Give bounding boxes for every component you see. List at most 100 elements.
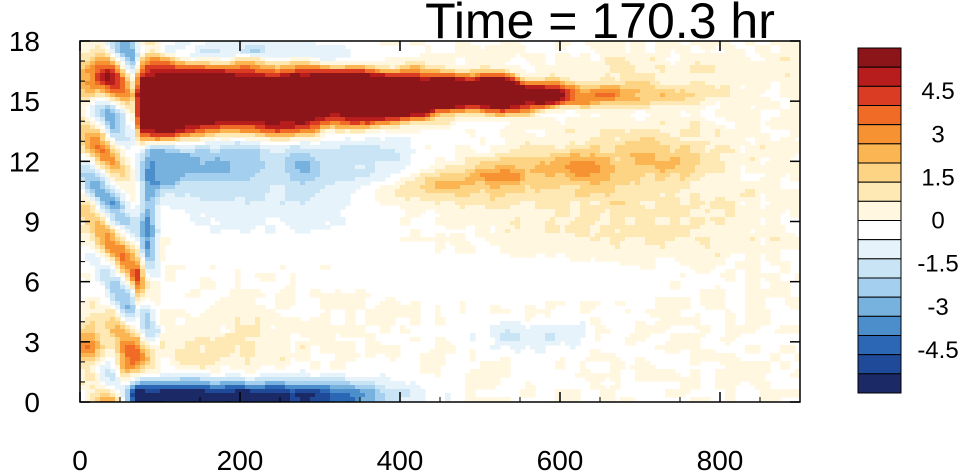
heatmap-cell: [390, 169, 396, 174]
heatmap-cell: [470, 109, 476, 114]
heatmap-cell: [620, 177, 626, 182]
heatmap-cell: [695, 81, 701, 86]
heatmap-cell: [475, 57, 481, 62]
heatmap-cell: [225, 85, 231, 90]
heatmap-cell: [125, 125, 131, 130]
heatmap-cell: [465, 93, 471, 98]
heatmap-cell: [495, 153, 501, 158]
heatmap-cell: [780, 57, 786, 62]
heatmap-cell: [335, 89, 341, 94]
heatmap-cell: [140, 109, 146, 114]
heatmap-cell: [340, 61, 346, 66]
heatmap-cell: [140, 73, 146, 78]
heatmap-cell: [100, 45, 106, 50]
heatmap-cell: [175, 137, 181, 142]
heatmap-cell: [140, 169, 146, 174]
heatmap-cell: [530, 181, 536, 186]
heatmap-cell: [670, 189, 676, 194]
heatmap-cell: [245, 109, 251, 114]
heatmap-cell: [170, 169, 176, 174]
heatmap-cell: [695, 189, 701, 194]
heatmap-cell: [755, 85, 761, 90]
heatmap-cell: [595, 137, 601, 142]
heatmap-cell: [115, 101, 121, 106]
heatmap-cell: [565, 73, 571, 78]
heatmap-cell: [430, 89, 436, 94]
heatmap-cell: [670, 97, 676, 102]
heatmap-cell: [700, 81, 706, 86]
heatmap-cell: [630, 53, 636, 58]
heatmap-cell: [345, 77, 351, 82]
heatmap-cell: [535, 109, 541, 114]
heatmap-cell: [670, 153, 676, 158]
heatmap-cell: [775, 41, 781, 46]
heatmap-cell: [695, 153, 701, 158]
heatmap-cell: [630, 193, 636, 198]
heatmap-cell: [345, 177, 351, 182]
heatmap-cell: [315, 121, 321, 126]
heatmap-cell: [335, 61, 341, 66]
heatmap-cell: [420, 109, 426, 114]
heatmap-cell: [725, 141, 731, 146]
heatmap-cell: [325, 173, 331, 178]
heatmap-cell: [270, 145, 276, 150]
heatmap-cell: [105, 69, 111, 74]
heatmap-cell: [285, 61, 291, 66]
heatmap-cell: [570, 121, 576, 126]
heatmap-cell: [790, 73, 796, 78]
heatmap-cell: [770, 57, 776, 62]
heatmap-cell: [655, 153, 661, 158]
heatmap-cell: [130, 77, 136, 82]
heatmap-cell: [110, 89, 116, 94]
heatmap-cell: [475, 101, 481, 106]
heatmap-cell: [235, 81, 241, 86]
heatmap-cell: [755, 149, 761, 154]
heatmap-cell: [600, 189, 606, 194]
heatmap-cell: [615, 181, 621, 186]
heatmap-cell: [160, 69, 166, 74]
heatmap-cell: [210, 77, 216, 82]
heatmap-cell: [365, 77, 371, 82]
heatmap-cell: [655, 41, 661, 46]
heatmap-cell: [80, 49, 86, 54]
heatmap-cell: [110, 177, 116, 182]
heatmap-cell: [665, 101, 671, 106]
heatmap-cell: [665, 145, 671, 150]
heatmap-cell: [555, 45, 561, 50]
heatmap-cell: [320, 49, 326, 54]
heatmap-cell: [565, 101, 571, 106]
heatmap-cell: [325, 73, 331, 78]
heatmap-cell: [510, 93, 516, 98]
heatmap-cell: [640, 45, 646, 50]
heatmap-cell: [660, 193, 666, 198]
heatmap-cell: [125, 85, 131, 90]
heatmap-cell: [675, 65, 681, 70]
heatmap-cell: [105, 57, 111, 62]
heatmap-cell: [395, 41, 401, 46]
heatmap-cell: [95, 85, 101, 90]
heatmap-cell: [410, 173, 416, 178]
heatmap-cell: [570, 117, 576, 122]
heatmap-cell: [260, 165, 266, 170]
heatmap-cell: [790, 65, 796, 70]
heatmap-cell: [85, 53, 91, 58]
heatmap-cell: [345, 125, 351, 130]
heatmap-cell: [275, 101, 281, 106]
heatmap-cell: [175, 121, 181, 126]
heatmap-cell: [405, 73, 411, 78]
heatmap-cell: [525, 137, 531, 142]
heatmap-cell: [305, 97, 311, 102]
heatmap-cell: [720, 145, 726, 150]
heatmap-cell: [235, 161, 241, 166]
heatmap-cell: [315, 117, 321, 122]
heatmap-cell: [220, 101, 226, 106]
heatmap-cell: [205, 117, 211, 122]
heatmap-cell: [420, 69, 426, 74]
heatmap-cell: [610, 53, 616, 58]
heatmap-cell: [215, 177, 221, 182]
heatmap-cell: [205, 73, 211, 78]
heatmap-cell: [515, 85, 521, 90]
heatmap-cell: [175, 177, 181, 182]
heatmap-cell: [780, 93, 786, 98]
heatmap-cell: [95, 181, 101, 186]
